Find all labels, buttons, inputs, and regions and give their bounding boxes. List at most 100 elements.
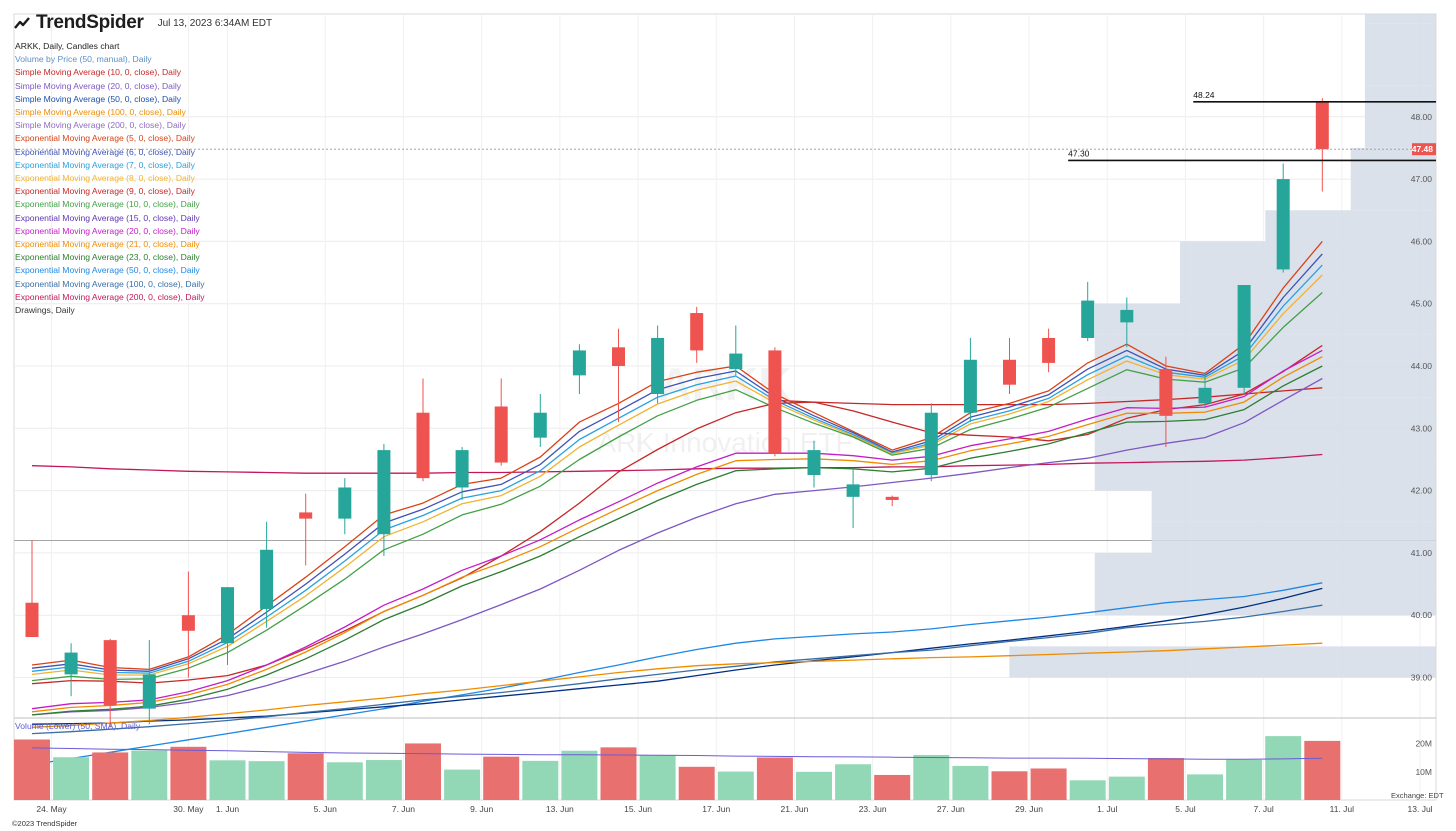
x-tick-label: 23. Jun bbox=[859, 804, 887, 814]
x-tick-label: 21. Jun bbox=[781, 804, 809, 814]
legend-item[interactable]: Exponential Moving Average (20, 0, close… bbox=[15, 225, 200, 236]
candle bbox=[455, 446, 469, 500]
candle bbox=[64, 643, 78, 697]
candle-body bbox=[377, 450, 391, 535]
volume-bar bbox=[131, 750, 168, 800]
x-tick-label: 5. Jun bbox=[314, 804, 337, 814]
candle bbox=[299, 493, 313, 566]
candle bbox=[25, 540, 39, 638]
volume-by-price bbox=[1009, 14, 1436, 678]
chart-title: ARKK, Daily, Candles chart bbox=[15, 41, 120, 51]
ma-line-sma-200 bbox=[31, 587, 1323, 725]
vbp-bar bbox=[1180, 241, 1436, 273]
volume-bar bbox=[1030, 768, 1067, 800]
volume-bar bbox=[14, 739, 50, 800]
volume-bar bbox=[287, 753, 324, 800]
last-price-badge bbox=[1412, 143, 1436, 156]
moving-averages bbox=[31, 240, 1323, 766]
vbp-bar bbox=[1094, 584, 1436, 616]
legend-item[interactable]: Simple Moving Average (200, 0, close), D… bbox=[15, 120, 186, 131]
legend-item[interactable]: Exponential Moving Average (15, 0, close… bbox=[15, 212, 200, 223]
candle bbox=[651, 325, 665, 404]
ma-line-sma-10 bbox=[31, 344, 1323, 685]
candle bbox=[1315, 98, 1329, 192]
volume-pane: 10M 20M bbox=[14, 736, 1432, 800]
legend-item[interactable]: Simple Moving Average (50, 0, close), Da… bbox=[15, 93, 182, 104]
candle bbox=[338, 478, 352, 535]
candle-body bbox=[221, 587, 234, 644]
x-tick-label: 5. Jul bbox=[1175, 804, 1195, 814]
legend-item[interactable]: Exponential Moving Average (9, 0, close)… bbox=[15, 186, 195, 197]
legend-item[interactable]: Exponential Moving Average (21, 0, close… bbox=[15, 239, 200, 250]
candle bbox=[1276, 163, 1290, 273]
x-tick-label: 1. Jul bbox=[1097, 804, 1117, 814]
legend-item[interactable]: Exponential Moving Average (7, 0, close)… bbox=[15, 159, 195, 170]
volume-bar bbox=[639, 755, 676, 800]
candle bbox=[846, 468, 860, 528]
legend-item[interactable]: Exponential Moving Average (23, 0, close… bbox=[15, 252, 200, 263]
volume-bar bbox=[717, 771, 754, 800]
volume-bar bbox=[1069, 780, 1106, 800]
level-label: 48.24 bbox=[1193, 90, 1215, 100]
x-tick-label: 24. May bbox=[36, 804, 67, 814]
ma-line-sma-50 bbox=[774, 387, 1323, 406]
x-tick-label: 7. Jul bbox=[1253, 804, 1273, 814]
volume-bar bbox=[991, 771, 1028, 800]
legend-item[interactable]: Exponential Moving Average (5, 0, close)… bbox=[15, 133, 195, 144]
candle-body bbox=[846, 484, 860, 497]
volume-bar bbox=[913, 754, 950, 800]
vbp-bar bbox=[1009, 646, 1436, 678]
volume-bar bbox=[1304, 740, 1341, 800]
ma-line-ema-100 bbox=[31, 604, 1323, 735]
legend-item[interactable]: Simple Moving Average (10, 0, close), Da… bbox=[15, 67, 182, 78]
y-tick-label: 41.00 bbox=[1411, 548, 1433, 558]
volume-bar bbox=[1265, 736, 1302, 800]
legend-item[interactable]: Exponential Moving Average (200, 0, clos… bbox=[15, 291, 205, 302]
volume-pane-label: Volume (Lower) (50, SMA), Daily bbox=[15, 721, 141, 731]
y-tick-label: 39.00 bbox=[1411, 673, 1433, 683]
ma-line-ema-23 bbox=[31, 365, 1323, 716]
candle bbox=[572, 344, 586, 395]
x-tick-label: 1. Jun bbox=[216, 804, 239, 814]
exchange-label: Exchange: EDT bbox=[1391, 791, 1444, 800]
candle-body bbox=[1042, 337, 1056, 363]
legend-item[interactable]: Drawings, Daily bbox=[15, 305, 75, 316]
legend-item[interactable]: Exponential Moving Average (6, 0, close)… bbox=[15, 146, 195, 157]
legend-item[interactable]: Volume by Price (50, manual), Daily bbox=[15, 54, 152, 65]
x-tick-label: 30. May bbox=[173, 804, 204, 814]
level-label: 47.30 bbox=[1068, 148, 1090, 158]
legend-item[interactable]: Exponential Moving Average (100, 0, clos… bbox=[15, 278, 205, 289]
vbp-bar bbox=[1265, 210, 1436, 242]
volume-sma-line bbox=[31, 747, 1323, 760]
volume-bar bbox=[1147, 758, 1184, 800]
candle-body bbox=[572, 350, 586, 376]
candle-body bbox=[1159, 369, 1173, 416]
y-tick-label: 40.00 bbox=[1411, 610, 1433, 620]
candle-body bbox=[533, 412, 547, 438]
volume-bar bbox=[600, 747, 637, 800]
time-axis[interactable]: 24. May 30. May 1. Jun 5. Jun 7. Jun 9. Jun 13… bbox=[36, 804, 1456, 814]
level-drawings[interactable]: 48.24 47.30 bbox=[14, 90, 1436, 162]
legend-item[interactable]: Exponential Moving Average (10, 0, close… bbox=[15, 199, 200, 210]
legend-item[interactable]: Simple Moving Average (20, 0, close), Da… bbox=[15, 80, 182, 91]
volume-bar bbox=[1226, 759, 1263, 800]
candle-body bbox=[103, 640, 117, 706]
timestamp: Jul 13, 2023 6:34AM EDT bbox=[157, 17, 273, 29]
volume-bar bbox=[835, 764, 872, 800]
legend-item[interactable]: Exponential Moving Average (50, 0, close… bbox=[15, 265, 200, 276]
vbp-bar bbox=[1350, 179, 1436, 211]
ma-line-ema-10 bbox=[31, 292, 1323, 682]
ma-line-ema-8 bbox=[31, 274, 1323, 676]
y-tick-label: 43.00 bbox=[1411, 423, 1433, 433]
legend-item[interactable]: Exponential Moving Average (8, 0, close)… bbox=[15, 173, 195, 184]
volume-bar bbox=[678, 766, 715, 800]
y-tick-label: 44.00 bbox=[1411, 361, 1433, 371]
price-axis[interactable]: 39.00 40.00 41.00 42.00 43.00 44.00 45.00 46.00… bbox=[1411, 112, 1436, 683]
x-tick-label: 9. Jun bbox=[470, 804, 493, 814]
ma-line-ema-5 bbox=[31, 240, 1323, 671]
legend-item[interactable]: Simple Moving Average (100, 0, close), D… bbox=[15, 107, 186, 118]
indicator-legend: ARKK, Daily, Candles chart Volume by Pri… bbox=[15, 40, 205, 317]
ma-line-ema-20 bbox=[31, 349, 1323, 710]
x-tick-label: 27. Jun bbox=[937, 804, 965, 814]
